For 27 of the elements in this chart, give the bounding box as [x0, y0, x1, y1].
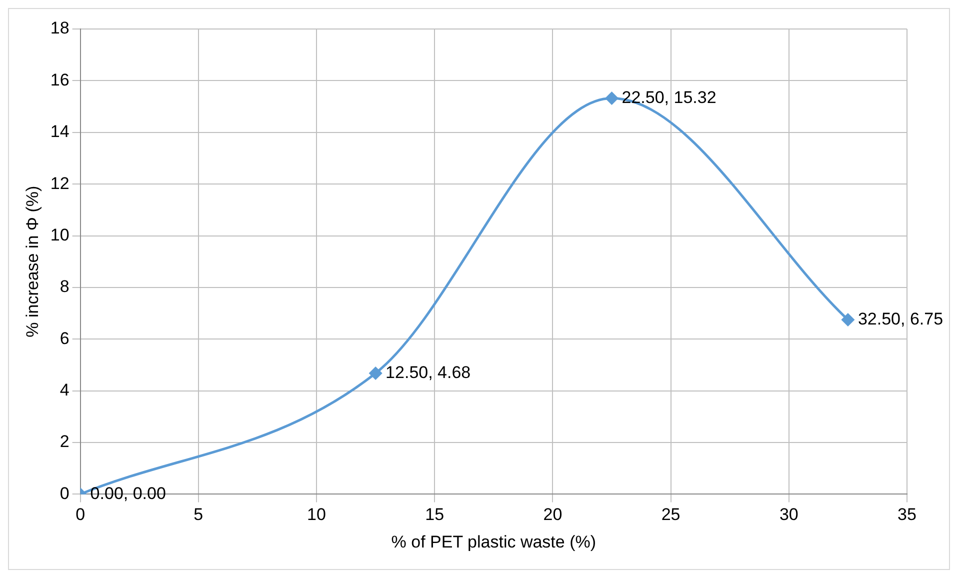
y-tick-label: 16: [50, 70, 70, 90]
y-tick-label: 12: [50, 174, 70, 193]
y-tick-label: 10: [50, 225, 70, 244]
y-tick-label: 8: [60, 277, 70, 296]
y-tick-label: 2: [60, 432, 70, 452]
y-tick-label: 4: [60, 380, 70, 400]
point: [606, 92, 618, 105]
x-tick-label: 15: [425, 505, 444, 524]
data-label: 12.50, 4.68: [386, 362, 471, 382]
y-axis-title: % increase in Φ (%): [22, 186, 42, 338]
x-tick-label: 10: [307, 505, 326, 524]
data-label: 22.50, 15.32: [622, 88, 716, 107]
x-tick-label: 20: [543, 505, 562, 524]
y-tick-label: 0: [60, 484, 70, 503]
x-tick-label: 25: [661, 505, 680, 524]
y-tick-label: 14: [50, 122, 70, 142]
point: [369, 367, 382, 380]
data-label: 0.00, 0.00: [90, 484, 166, 503]
x-tick-label: 35: [898, 505, 916, 524]
x-tick-label: 5: [194, 505, 204, 524]
data-label: 32.50, 6.75: [858, 309, 944, 328]
x-tick-label: 0: [76, 505, 86, 524]
x-tick-label: 30: [779, 505, 798, 524]
x-axis-title: % of PET plastic waste (%): [391, 532, 596, 552]
y-tick-label: 18: [50, 18, 70, 38]
point: [842, 314, 854, 326]
y-tick-label: 6: [60, 328, 70, 348]
